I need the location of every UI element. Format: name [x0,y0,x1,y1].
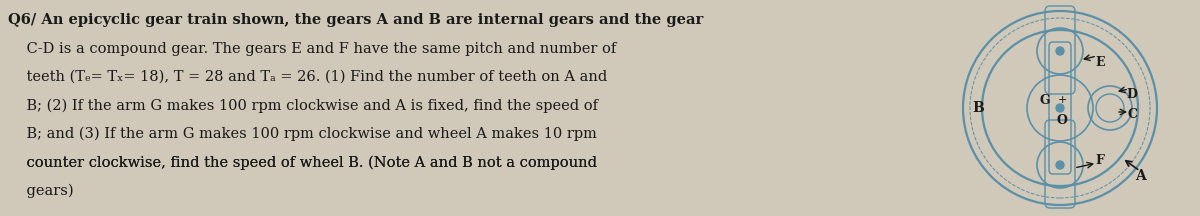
Text: gears): gears) [8,184,73,198]
Text: teeth (Tₑ= Tₓ= 18), T⁣ = 28 and Tₐ = 26. (1) Find the number of teeth on A and: teeth (Tₑ= Tₓ= 18), T⁣ = 28 and Tₐ = 26.… [8,70,607,84]
Text: F: F [1096,154,1104,167]
Circle shape [1056,47,1064,55]
Text: B: B [972,101,984,115]
Text: C: C [1127,108,1138,121]
Text: counter clockwise, find the speed of wheel B. (Note A and B not a compound: counter clockwise, find the speed of whe… [8,156,598,170]
Text: O: O [1056,113,1068,127]
Text: A: A [1135,169,1145,183]
Text: C-D is a compound gear. The gears E and F have the same pitch and number of: C-D is a compound gear. The gears E and … [8,41,617,56]
Circle shape [1056,161,1064,169]
Text: Q6/ An epicyclic gear train shown, the gears A and B are internal gears and the : Q6/ An epicyclic gear train shown, the g… [8,13,703,27]
Text: G: G [1039,94,1050,106]
Text: D: D [1127,87,1138,100]
Text: B; and (3) If the arm G makes 100 rpm clockwise and wheel A makes 10 rpm: B; and (3) If the arm G makes 100 rpm cl… [8,127,596,141]
Text: +: + [1057,95,1067,105]
Text: B; (2) If the arm G makes 100 rpm clockwise and A is fixed, find the speed of: B; (2) If the arm G makes 100 rpm clockw… [8,98,598,113]
Text: counter clockwise, find the speed of wheel B. (Note A and B not a compound: counter clockwise, find the speed of whe… [8,156,598,170]
Text: E: E [1096,56,1105,68]
Circle shape [1056,104,1064,112]
